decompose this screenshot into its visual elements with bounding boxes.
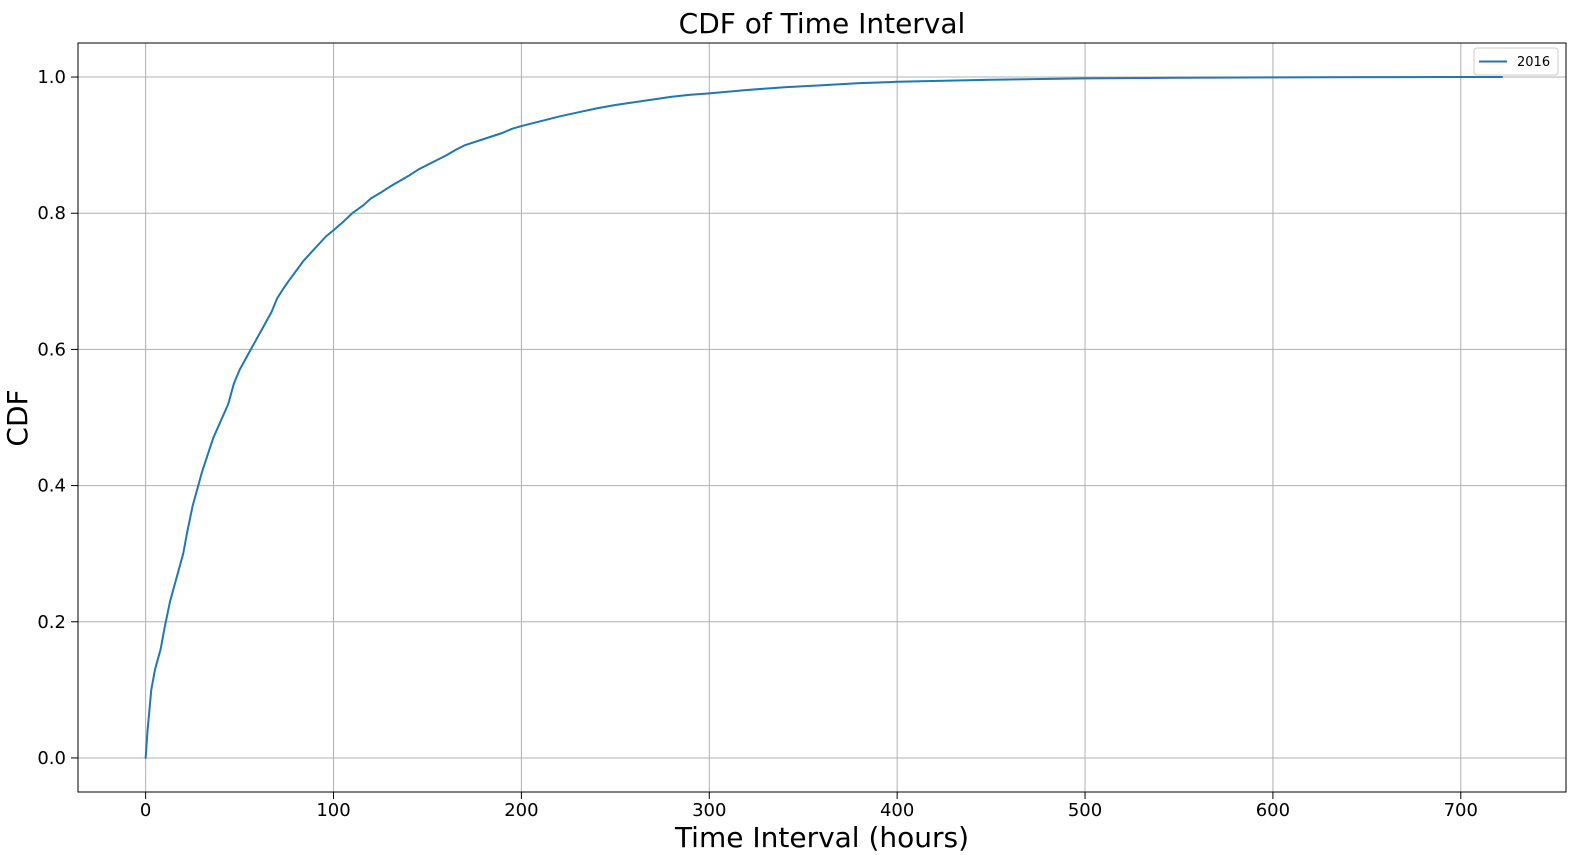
y-tick-label: 0.0 [37,748,66,769]
chart-title: CDF of Time Interval [679,7,966,40]
x-tick-label: 600 [1256,800,1290,821]
x-axis-label: Time Interval (hours) [674,821,969,854]
y-tick-label: 1.0 [37,67,66,88]
grid-layer [78,43,1566,792]
x-tick-label: 100 [316,800,350,821]
x-tick-label: 500 [1068,800,1102,821]
y-tick-label: 0.4 [37,476,66,497]
series-line-2016 [144,76,1504,759]
legend-label: 2016 [1517,55,1550,70]
ticks-layer: 0 100 200 300 400 500 600 700 0.0 0.2 0.4 0.6 0.8 1.0 [37,67,1478,821]
x-tick-label: 0 [140,800,151,821]
plot-frame [77,42,1567,793]
x-tick-label: 700 [1444,800,1478,821]
y-tick-label: 0.2 [37,612,66,633]
x-tick-label: 200 [504,800,538,821]
x-tick-label: 400 [880,800,914,821]
legend: 2016 [1473,47,1559,76]
series-layer [144,76,1504,759]
y-tick-label: 0.8 [37,203,66,224]
y-tick-label: 0.6 [37,339,66,360]
y-axis-label: CDF [1,389,34,446]
axes-layer [77,42,1567,793]
x-tick-label: 300 [692,800,726,821]
legend-box [1473,47,1559,76]
